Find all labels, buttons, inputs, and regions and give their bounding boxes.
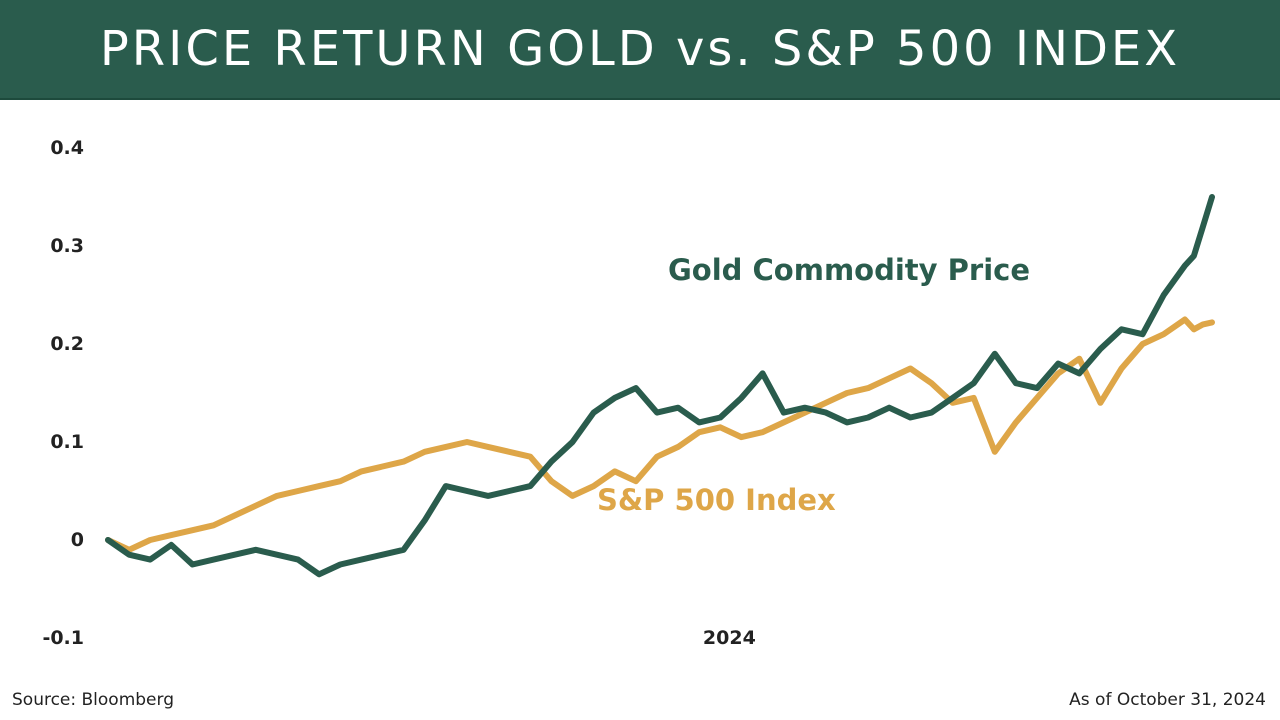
- series-label-gold: Gold Commodity Price: [668, 253, 1030, 287]
- line-chart: -0.1 0 0.1 0.2 0.3 0.4 2024 Gold Commodity Pric…: [42, 137, 1215, 649]
- series-line-sp500: [105, 316, 1215, 553]
- series-label-sp500: S&P 500 Index: [597, 483, 836, 517]
- y-tick-label: 0: [71, 529, 84, 551]
- y-tick-label: 0.4: [50, 137, 84, 159]
- page-title: PRICE RETURN GOLD vs. S&P 500 INDEX: [99, 21, 1181, 77]
- y-tick-label: -0.1: [42, 627, 84, 649]
- x-tick-label: 2024: [703, 627, 756, 649]
- y-tick-label: 0.2: [50, 333, 84, 355]
- title-banner: PRICE RETURN GOLD vs. S&P 500 INDEX: [0, 0, 1280, 100]
- source-note: Source: Bloomberg: [12, 690, 174, 710]
- as-of-date: As of October 31, 2024: [1069, 690, 1266, 710]
- y-tick-label: 0.3: [50, 235, 84, 257]
- series-line-gold: [105, 194, 1215, 578]
- y-tick-label: 0.1: [50, 431, 84, 453]
